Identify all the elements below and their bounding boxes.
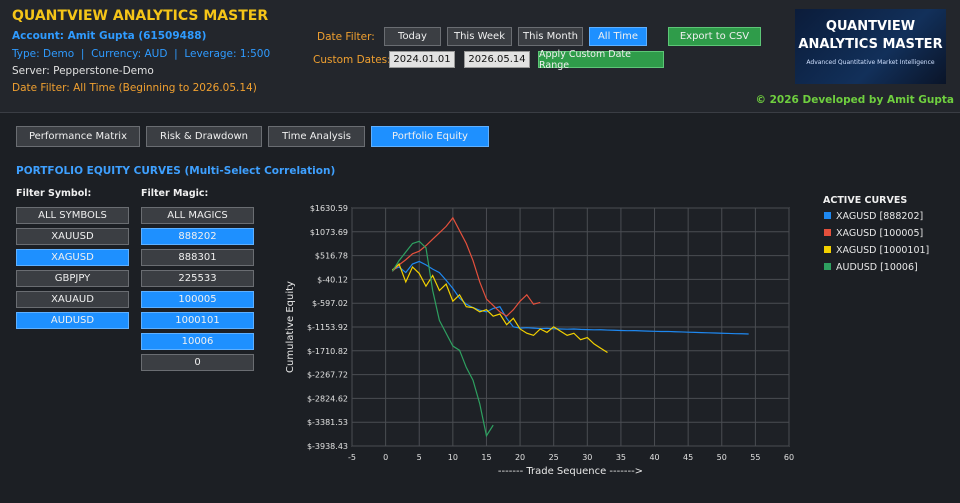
tab[interactable]: Time Analysis [268,126,365,147]
date-filter-label: Date Filter: [317,31,375,43]
x-tick-label: 45 [683,453,693,462]
magic-option[interactable]: 225533 [141,270,254,287]
x-tick-label: 25 [549,453,559,462]
y-tick-label: $-597.02 [312,299,348,308]
y-tick-label: $1630.59 [310,204,348,213]
y-tick-label: $-40.12 [317,275,348,284]
x-tick-label: 55 [750,453,760,462]
x-tick-label: 15 [481,453,491,462]
y-tick-label: $-3381.53 [307,418,348,427]
x-tick-label: -5 [348,453,356,462]
custom-dates-label: Custom Dates: [313,54,391,66]
date-filter-button[interactable]: Today [384,27,441,46]
date-filter-status: Date Filter: All Time (Beginning to 2026… [12,82,257,94]
x-tick-label: 40 [649,453,659,462]
symbol-option[interactable]: GBPJPY [16,270,129,287]
logo: QUANTVIEW ANALYTICS MASTER Advanced Quan… [795,9,946,84]
tab[interactable]: Portfolio Equity [371,126,489,147]
y-tick-label: $1073.69 [310,228,348,237]
magic-option[interactable]: 100005 [141,291,254,308]
equity-line [392,260,749,335]
credit: © 2026 Developed by Amit Gupta [755,94,954,106]
equity-line [391,216,541,317]
y-tick-label: $-1153.92 [307,323,348,332]
legend-swatch [824,229,831,236]
x-tick-label: 20 [515,453,525,462]
y-tick-label: $516.78 [315,252,348,261]
x-tick-label: 10 [448,453,458,462]
section-title: PORTFOLIO EQUITY CURVES (Multi-Select Co… [16,165,336,177]
symbol-option[interactable]: ALL SYMBOLS [16,207,129,224]
server-info: Server: Pepperstone-Demo [12,65,154,77]
account-info: Account: Amit Gupta (61509488) [12,30,207,42]
x-tick-label: 5 [417,453,422,462]
symbol-option[interactable]: AUDUSD [16,312,129,329]
legend-label: XAGUSD [888202] [836,211,923,222]
legend-label: XAGUSD [1000101] [836,245,929,256]
equity-line [391,240,494,438]
legend-label: XAGUSD [100005] [836,228,923,239]
date-filter-button[interactable]: This Month [518,27,583,46]
tab[interactable]: Risk & Drawdown [146,126,262,147]
symbol-option[interactable]: XAGUSD [16,249,129,266]
app-title: QUANTVIEW ANALYTICS MASTER [12,8,269,24]
export-button[interactable]: Export to CSV [668,27,761,46]
y-axis-label: Cumulative Equity [285,281,296,373]
account-type: Type: Demo | Currency: AUD | Leverage: 1… [12,48,271,60]
apply-button[interactable]: Apply Custom Date Range [538,49,664,71]
magic-option[interactable]: 888301 [141,249,254,266]
magic-filter-label: Filter Magic: [141,188,209,199]
x-tick-label: 0 [383,453,388,462]
tab[interactable]: Performance Matrix [16,126,140,147]
x-tick-label: 35 [616,453,626,462]
magic-option[interactable]: 0 [141,354,254,371]
logo-line2: ANALYTICS MASTER [798,37,943,52]
y-tick-label: $-2267.72 [307,371,348,380]
date-to-field[interactable]: 2026.05.14 [464,51,530,68]
y-tick-label: $-3938.43 [307,442,348,451]
legend-label: AUDUSD [10006] [836,262,918,273]
symbol-option[interactable]: XAUUSD [16,228,129,245]
magic-option[interactable]: 888202 [141,228,254,245]
legend-title: ACTIVE CURVES [823,195,907,206]
date-filter-button[interactable]: All Time [589,27,647,46]
legend-swatch [824,246,831,253]
symbol-filter-label: Filter Symbol: [16,188,92,199]
y-tick-label: $-2824.62 [307,394,348,403]
magic-option[interactable]: ALL MAGICS [141,207,254,224]
magic-option[interactable]: 1000101 [141,312,254,329]
legend-swatch [824,263,831,270]
date-from-field[interactable]: 2024.01.01 [389,51,455,68]
symbol-option[interactable]: XAUAUD [16,291,129,308]
logo-tagline: Advanced Quantitative Market Intelligenc… [806,59,935,66]
logo-line1: QUANTVIEW [825,19,916,34]
legend-swatch [824,212,831,219]
x-tick-label: 30 [582,453,592,462]
x-axis-label: ------- Trade Sequence -------> [498,466,643,477]
x-tick-label: 50 [717,453,727,462]
equity-line [391,262,608,353]
y-tick-label: $-1710.82 [307,347,348,356]
x-tick-label: 60 [784,453,794,462]
date-filter-button[interactable]: This Week [447,27,512,46]
magic-option[interactable]: 10006 [141,333,254,350]
